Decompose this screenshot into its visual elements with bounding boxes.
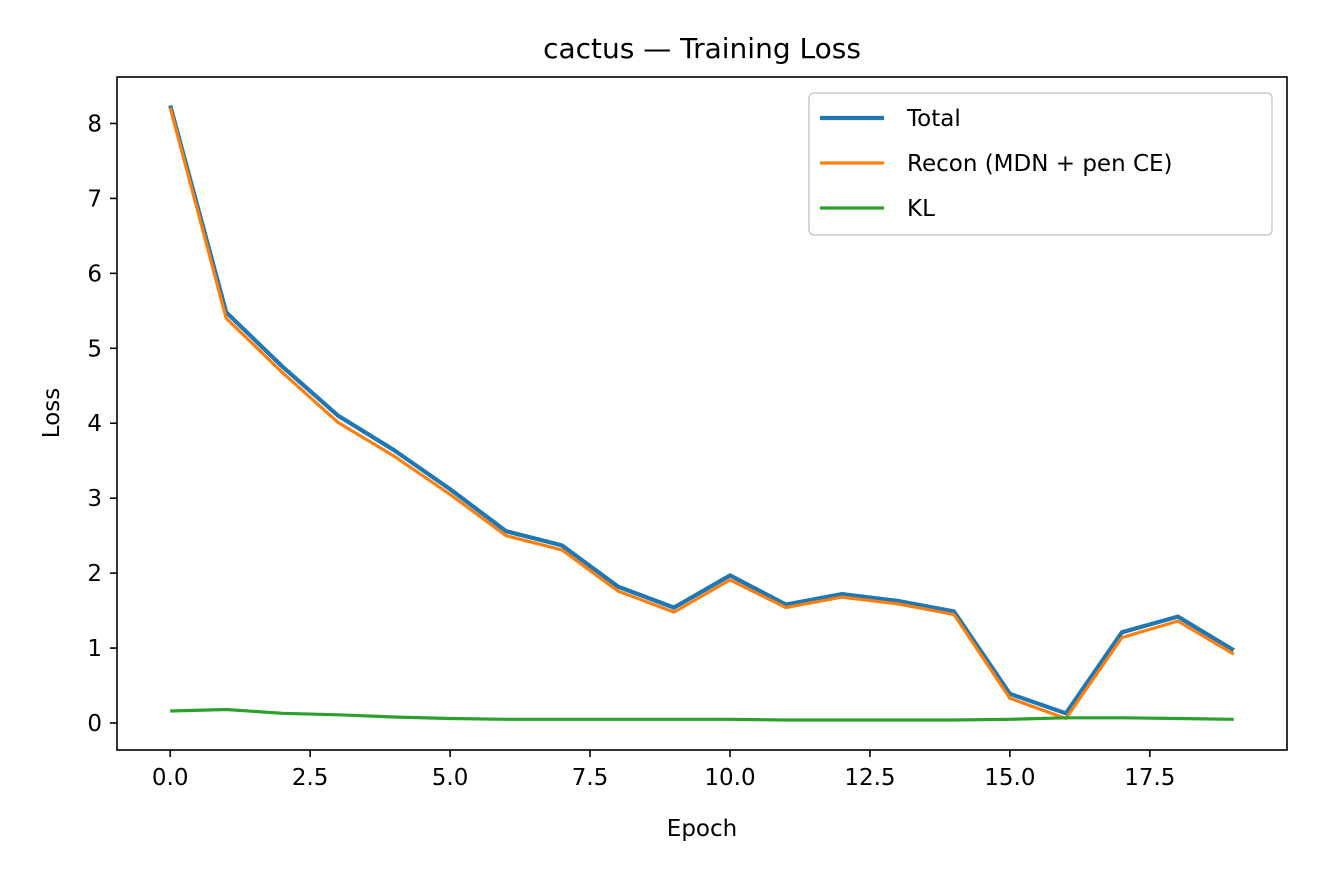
y-tick-label: 6: [87, 261, 102, 287]
x-tick-label: 15.0: [984, 765, 1035, 791]
y-tick-label: 5: [87, 336, 102, 362]
y-axis-title: Loss: [39, 388, 65, 438]
x-tick-label: 7.5: [572, 765, 609, 791]
series-line-1: [168, 104, 1235, 716]
x-tick-label: 2.5: [292, 765, 329, 791]
legend-label-3: KL: [907, 196, 935, 222]
legend-label-2: Recon (MDN + pen CE): [907, 151, 1173, 177]
x-tick-label: 5.0: [432, 765, 469, 791]
y-tick-label: 0: [87, 711, 102, 737]
y-tick-label: 7: [87, 186, 102, 212]
legend-box: [808, 92, 1273, 236]
x-tick-label: 0.0: [152, 765, 189, 791]
y-axis: 0 1 2 3 4 5 6 7 8: [87, 111, 117, 737]
legend: Total Recon (MDN + pen CE) KL: [808, 92, 1273, 236]
chart-title: cactus — Training Loss: [543, 32, 861, 65]
x-tick-label: 10.0: [704, 765, 755, 791]
y-tick-label: 3: [87, 486, 102, 512]
x-tick-label: 12.5: [844, 765, 895, 791]
legend-label-1: Total: [906, 106, 961, 132]
x-axis: 0.0 2.5 5.0 7.5 10.0 12.5 15.0 17.5: [152, 750, 1175, 791]
y-tick-label: 8: [87, 111, 102, 137]
y-tick-label: 1: [87, 636, 102, 662]
y-tick-label: 4: [87, 411, 102, 437]
plot-area: [168, 104, 1235, 722]
plot-frame: [116, 76, 1288, 751]
series-line-2: [168, 107, 1235, 721]
series-line-3: [170, 707, 1234, 722]
x-tick-label: 17.5: [1124, 765, 1175, 791]
x-axis-title: Epoch: [667, 816, 737, 842]
y-tick-label: 2: [87, 561, 102, 587]
